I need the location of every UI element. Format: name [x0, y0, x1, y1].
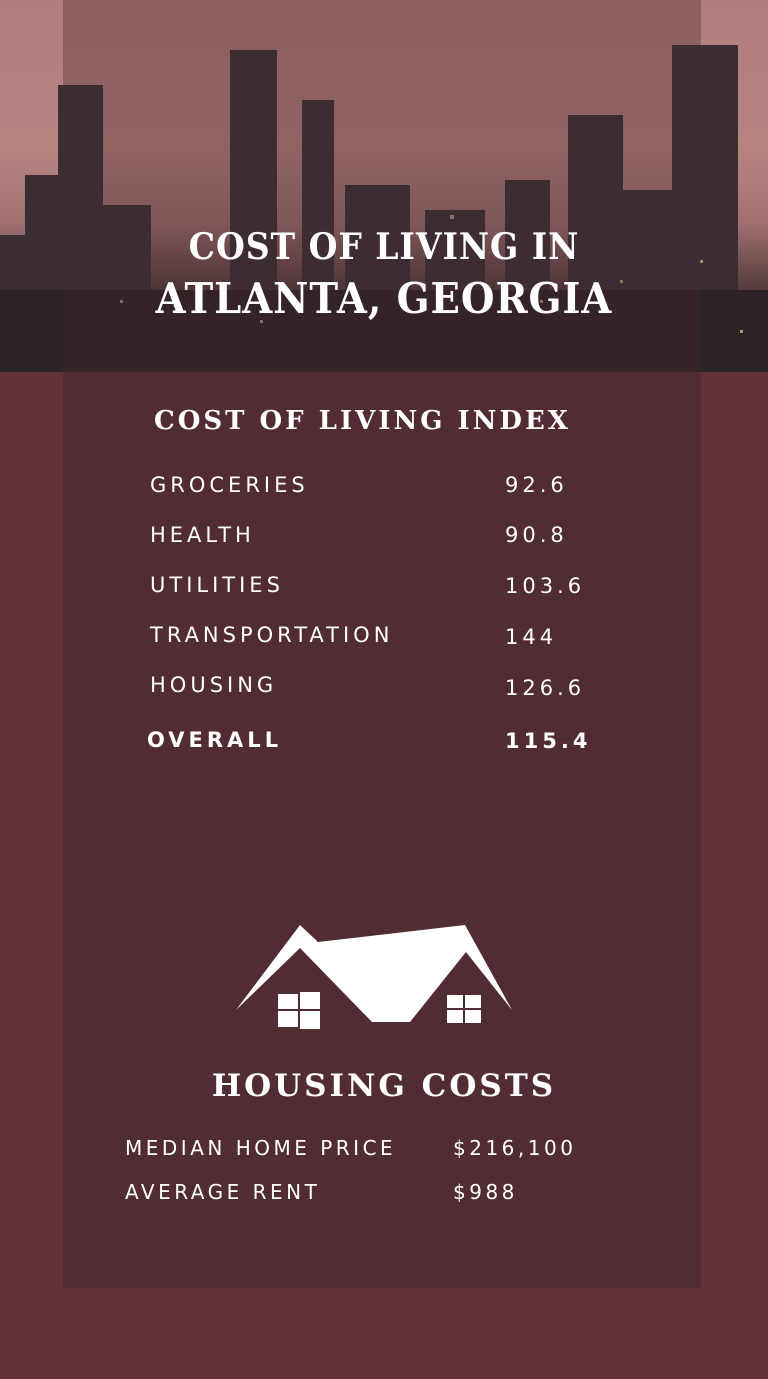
skyline-image: [0, 45, 768, 372]
median-home-price-label: MEDIAN HOME PRICE: [125, 1136, 397, 1160]
index-label-housing: HOUSING: [150, 673, 278, 697]
average-rent-value: $988: [453, 1180, 518, 1204]
index-value-overall: 115.4: [505, 729, 592, 753]
index-label-utilities: UTILITIES: [150, 573, 284, 597]
hero-overlay: [63, 0, 701, 372]
index-value-housing: 126.6: [505, 676, 586, 700]
index-label-transportation: TRANSPORTATION: [150, 623, 394, 647]
title-line-2: ATLANTA, GEORGIA: [155, 274, 613, 323]
cost-index-title: COST OF LIVING INDEX: [154, 406, 571, 436]
index-label-groceries: GROCERIES: [150, 473, 309, 497]
index-value-utilities: 103.6: [505, 574, 586, 598]
average-rent-label: AVERAGE RENT: [125, 1180, 321, 1204]
index-label-overall: OVERALL: [147, 728, 283, 752]
median-home-price-value: $216,100: [453, 1136, 577, 1160]
title-line-1: COST OF LIVING IN: [188, 226, 580, 268]
content-panel: [63, 372, 701, 1288]
index-value-groceries: 92.6: [505, 473, 568, 497]
index-label-health: HEALTH: [150, 523, 255, 547]
skyline-photo: COST OF LIVING IN ATLANTA, GEORGIA: [0, 0, 768, 372]
index-value-transportation: 144: [505, 625, 558, 649]
house-icon: [236, 925, 512, 1029]
housing-costs-title: HOUSING COSTS: [211, 1068, 557, 1104]
index-value-health: 90.8: [505, 523, 568, 547]
